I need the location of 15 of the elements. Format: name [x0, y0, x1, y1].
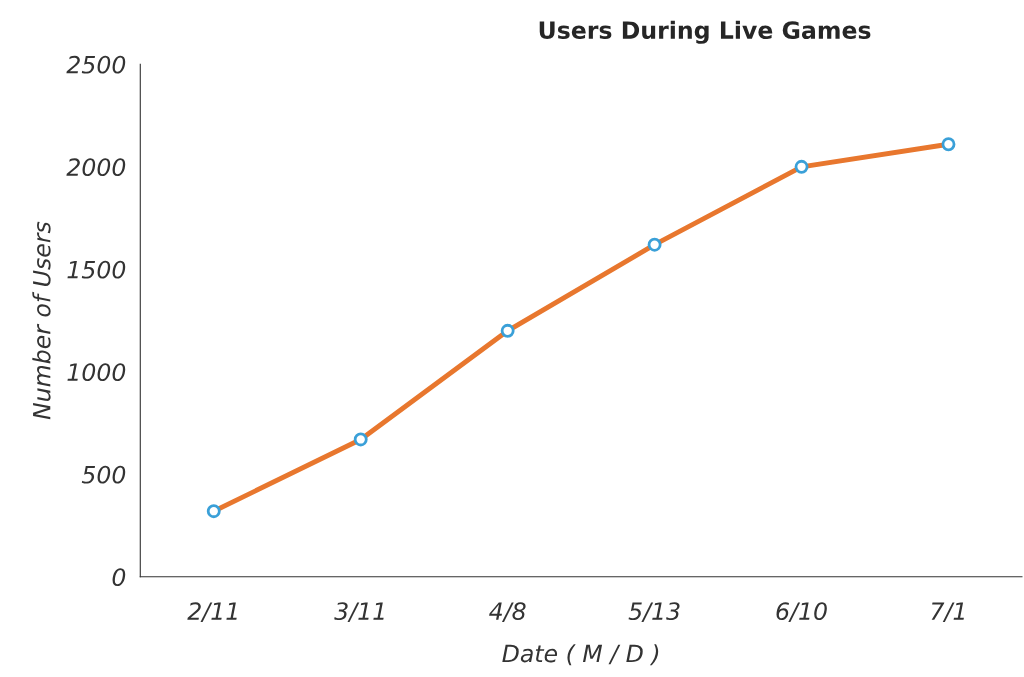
- y-tick-label: 500: [81, 465, 126, 484]
- x-tick-label: 2/11: [187, 602, 237, 622]
- y-tick-label: 0: [112, 568, 126, 587]
- x-tick-label: 6/10: [776, 602, 827, 622]
- y-axis-title: Number of Users: [32, 221, 51, 420]
- chart-title: Users During Live Games: [539, 20, 871, 44]
- x-tick-label: 7/1: [931, 602, 964, 622]
- x-tick-label: 3/11: [334, 602, 384, 622]
- y-tick-label: 1000: [67, 363, 126, 382]
- y-tick-label: 1500: [67, 260, 126, 279]
- x-tick-label: 4/8: [489, 602, 526, 622]
- y-tick-label: 2000: [66, 158, 126, 177]
- x-axis-title: Date ( M / D ): [502, 644, 659, 666]
- x-tick-label: 5/13: [628, 602, 680, 622]
- y-tick-label: 2500: [66, 55, 126, 74]
